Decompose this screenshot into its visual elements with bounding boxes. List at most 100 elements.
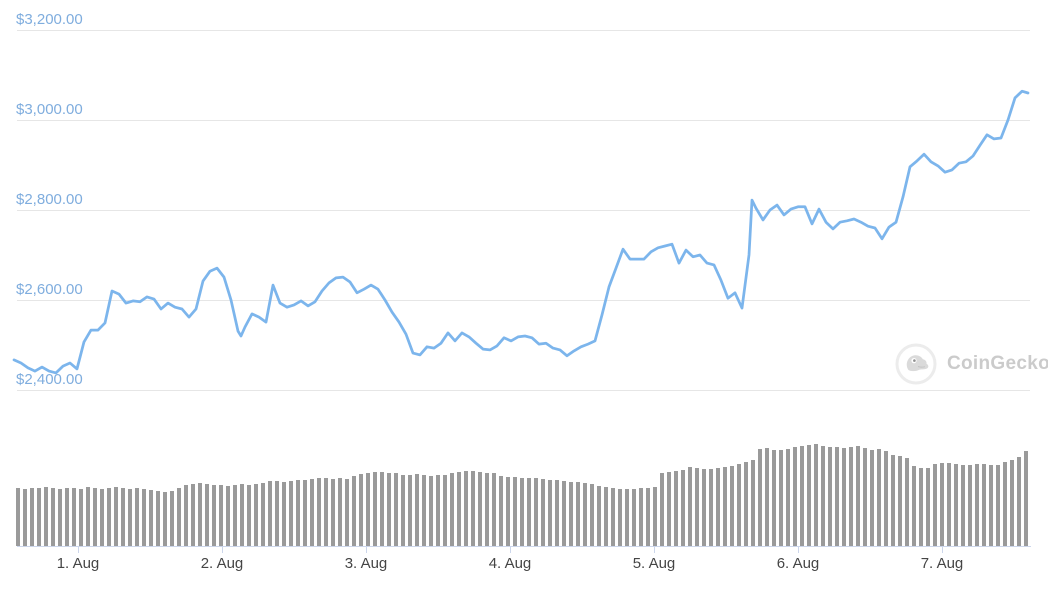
volume-bar (429, 476, 433, 546)
volume-bar (765, 448, 769, 546)
volume-bar (723, 467, 727, 546)
y-axis-label: $2,400.00 (16, 371, 83, 388)
volume-bar (163, 492, 167, 546)
x-axis-label: 5. Aug (633, 555, 676, 572)
volume-bar (107, 488, 111, 546)
volume-bar (450, 473, 454, 546)
volume-bar (492, 473, 496, 546)
volume-bar (191, 484, 195, 546)
volume-bar (968, 465, 972, 546)
volume-bar (821, 446, 825, 546)
y-axis-label: $2,800.00 (16, 191, 83, 208)
volume-bar (310, 479, 314, 546)
volume-bar (828, 447, 832, 546)
volume-bar (436, 475, 440, 546)
volume-bar (534, 478, 538, 546)
volume-bar (296, 480, 300, 546)
volume-bar (170, 491, 174, 546)
volume-bar (345, 479, 349, 546)
volume-bar (933, 464, 937, 546)
volume-bar (471, 471, 475, 546)
volume-bar (947, 463, 951, 546)
volume-bar (646, 488, 650, 546)
volume-bar (982, 464, 986, 546)
volume-bar (16, 488, 20, 546)
volume-bar (660, 473, 664, 546)
volume-bar (282, 482, 286, 546)
volume-bar (464, 471, 468, 546)
volume-bar (114, 487, 118, 546)
volume-bar (513, 477, 517, 546)
volume-bar (268, 481, 272, 546)
volume-bar (233, 485, 237, 546)
volume-bar (786, 449, 790, 546)
volume-bar (289, 481, 293, 546)
volume-bar (520, 478, 524, 546)
volume-bar (184, 485, 188, 546)
volume-bar (653, 487, 657, 546)
volume-bar (240, 484, 244, 546)
volume-bar (359, 474, 363, 546)
volume-bar (247, 485, 251, 546)
volume-bar (576, 482, 580, 546)
price-line (12, 89, 1030, 375)
volume-bar (856, 446, 860, 546)
volume-bar (261, 483, 265, 546)
volume-bar (408, 475, 412, 546)
volume-bar (877, 449, 881, 546)
volume-bar (156, 491, 160, 546)
volume-bar (149, 490, 153, 546)
volume-bar (485, 473, 489, 546)
volume-bar (618, 489, 622, 546)
volume-bar (702, 469, 706, 546)
volume-bar (338, 478, 342, 546)
volume-bar (135, 488, 139, 546)
volume-bar (989, 465, 993, 546)
volume-bar (674, 471, 678, 546)
volume-bar (926, 468, 930, 546)
volume-bar (863, 448, 867, 546)
volume-bar (940, 463, 944, 546)
volume-bar (681, 470, 685, 546)
volume-bar (849, 447, 853, 546)
volume-bar (415, 474, 419, 546)
volume-bar (996, 465, 1000, 546)
x-axis-label: 3. Aug (345, 555, 388, 572)
x-axis-label: 4. Aug (489, 555, 532, 572)
volume-bar (1003, 462, 1007, 546)
x-axis-label: 1. Aug (57, 555, 100, 572)
volume-bar (975, 464, 979, 546)
volume-bar (422, 475, 426, 546)
volume-bar (730, 466, 734, 546)
volume-bar (128, 489, 132, 546)
volume-bar (387, 473, 391, 546)
volume-bar (583, 483, 587, 546)
volume-bar (611, 488, 615, 546)
volume-bar (443, 475, 447, 546)
volume-bar (716, 468, 720, 546)
volume-bar (394, 473, 398, 546)
volume-bar (23, 489, 27, 546)
volume-bar (86, 487, 90, 546)
volume-bar (303, 480, 307, 546)
volume-bar (737, 464, 741, 546)
volume-bar (331, 479, 335, 546)
volume-bar (177, 488, 181, 546)
volume-bar (527, 478, 531, 546)
volume-bar (688, 467, 692, 546)
x-axis-label: 2. Aug (201, 555, 244, 572)
volume-bar (695, 468, 699, 546)
volume-bar (667, 472, 671, 546)
volume-bar (954, 464, 958, 546)
volume-bar (37, 488, 41, 546)
volume-bar (506, 477, 510, 546)
chart-plot-area[interactable] (17, 10, 1030, 547)
volume-bar (1017, 457, 1021, 546)
volume-bar (835, 447, 839, 546)
volume-bar (58, 489, 62, 546)
volume-bar (499, 476, 503, 546)
volume-bar (793, 447, 797, 546)
volume-bar (604, 487, 608, 546)
